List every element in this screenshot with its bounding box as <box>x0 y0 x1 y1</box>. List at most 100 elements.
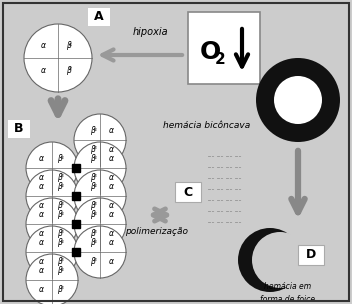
Text: α: α <box>41 66 46 75</box>
Text: α: α <box>39 285 44 294</box>
Circle shape <box>74 226 126 278</box>
Text: β: β <box>57 201 62 210</box>
Text: s: s <box>93 173 96 178</box>
Text: s: s <box>61 155 63 160</box>
Text: ·····: ····· <box>225 188 233 192</box>
Text: α: α <box>39 154 44 163</box>
Circle shape <box>26 198 78 250</box>
Text: β: β <box>57 257 62 266</box>
Text: s: s <box>69 66 72 71</box>
Circle shape <box>26 170 78 222</box>
Circle shape <box>238 228 302 292</box>
Text: α: α <box>39 182 44 191</box>
Text: ·····: ····· <box>216 209 224 215</box>
Text: α: α <box>108 229 113 238</box>
Text: ·····: ····· <box>234 209 241 215</box>
Text: D: D <box>306 248 316 261</box>
Text: s: s <box>93 211 96 216</box>
Bar <box>298 245 324 265</box>
Circle shape <box>26 254 78 304</box>
Text: β: β <box>57 229 62 238</box>
Text: hemácia em
forma de foice: hemácia em forma de foice <box>260 282 315 304</box>
Text: β: β <box>90 210 95 219</box>
Text: β: β <box>65 66 70 75</box>
Text: α: α <box>108 238 113 247</box>
Text: β: β <box>57 173 62 182</box>
Text: ·····: ····· <box>225 199 233 203</box>
Circle shape <box>274 76 322 124</box>
Text: α: α <box>39 173 44 182</box>
Text: ·····: ····· <box>207 188 214 192</box>
Text: s: s <box>61 285 63 290</box>
Text: α: α <box>108 145 113 154</box>
Text: s: s <box>61 202 63 206</box>
Text: O: O <box>199 40 221 64</box>
Text: ·····: ····· <box>216 199 224 203</box>
Bar <box>8 120 30 138</box>
Text: α: α <box>39 201 44 210</box>
Circle shape <box>74 142 126 194</box>
Circle shape <box>74 198 126 250</box>
Text: β: β <box>90 173 95 182</box>
Circle shape <box>24 24 92 92</box>
Text: ·····: ····· <box>225 177 233 181</box>
Circle shape <box>256 58 340 142</box>
Text: ·····: ····· <box>216 154 224 160</box>
Text: α: α <box>108 173 113 182</box>
Text: β: β <box>90 182 95 191</box>
Text: β: β <box>90 229 95 238</box>
Text: s: s <box>61 173 63 178</box>
Text: α: α <box>108 257 113 266</box>
Text: ·····: ····· <box>216 177 224 181</box>
Text: ·····: ····· <box>234 177 241 181</box>
Text: s: s <box>93 183 96 188</box>
Text: β: β <box>90 126 95 135</box>
Text: s: s <box>61 257 63 262</box>
Text: ·····: ····· <box>207 209 214 215</box>
Text: s: s <box>61 239 63 244</box>
Text: ·····: ····· <box>207 220 214 226</box>
Bar <box>188 12 260 84</box>
Text: s: s <box>61 211 63 216</box>
Text: ·····: ····· <box>207 199 214 203</box>
Text: β: β <box>57 182 62 191</box>
Text: polimerização: polimerização <box>126 227 189 237</box>
Text: ·····: ····· <box>225 209 233 215</box>
Text: α: α <box>39 266 44 275</box>
Text: α: α <box>108 154 113 163</box>
Text: s: s <box>61 230 63 234</box>
Text: α: α <box>39 210 44 219</box>
Text: β: β <box>90 145 95 154</box>
Text: ·····: ····· <box>234 154 241 160</box>
Bar <box>175 182 201 202</box>
Circle shape <box>74 114 126 166</box>
Circle shape <box>26 226 78 278</box>
Text: α: α <box>39 229 44 238</box>
Bar <box>88 8 110 26</box>
Text: β: β <box>90 201 95 210</box>
Text: s: s <box>93 239 96 244</box>
Text: B: B <box>14 123 24 136</box>
Text: s: s <box>93 145 96 150</box>
Text: ·····: ····· <box>234 199 241 203</box>
Text: ·····: ····· <box>234 165 241 171</box>
Text: ·····: ····· <box>234 188 241 192</box>
Text: ·····: ····· <box>207 154 214 160</box>
Text: s: s <box>69 42 72 47</box>
Text: ·····: ····· <box>216 220 224 226</box>
Text: s: s <box>93 155 96 160</box>
Text: β: β <box>90 154 95 163</box>
Text: β: β <box>65 41 70 50</box>
Text: β: β <box>57 210 62 219</box>
Text: ·····: ····· <box>207 177 214 181</box>
Text: ·····: ····· <box>216 188 224 192</box>
Text: β: β <box>57 238 62 247</box>
Text: β: β <box>57 154 62 163</box>
Text: β: β <box>90 257 95 266</box>
Text: ·····: ····· <box>225 154 233 160</box>
Text: s: s <box>93 202 96 206</box>
Circle shape <box>74 170 126 222</box>
Circle shape <box>26 142 78 194</box>
Text: β: β <box>57 285 62 294</box>
Text: ·····: ····· <box>234 220 241 226</box>
